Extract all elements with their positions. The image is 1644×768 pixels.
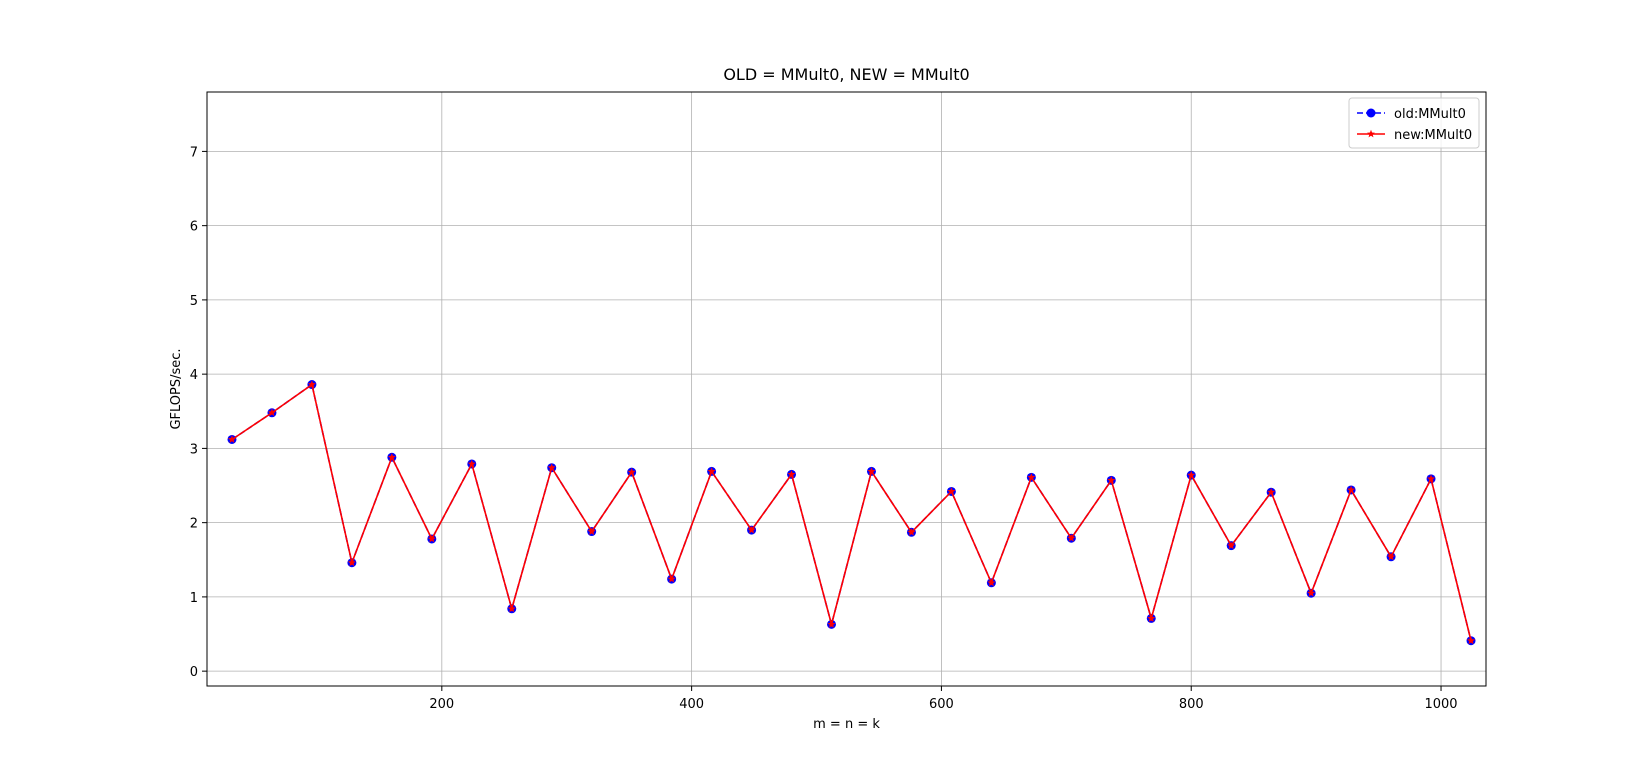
data-point — [867, 467, 876, 475]
y-tick-label: 1 — [190, 591, 198, 606]
legend-marker — [1366, 108, 1376, 118]
grid — [207, 92, 1486, 686]
data-point — [1267, 488, 1276, 496]
x-axis-label: m = n = k — [813, 717, 880, 732]
plot-frame — [206, 91, 1487, 687]
y-tick-label: 6 — [190, 220, 198, 235]
x-tick-label: 400 — [679, 697, 704, 712]
chart-title: OLD = MMult0, NEW = MMult0 — [723, 65, 969, 84]
data-point — [1467, 636, 1476, 645]
data-point — [1027, 473, 1036, 481]
legend-box — [1348, 97, 1480, 149]
data-point — [1107, 476, 1116, 484]
series-line — [231, 383, 1472, 641]
y-tick-label: 2 — [190, 517, 198, 532]
legend: old:MMult0 new:MMult0 — [1348, 97, 1480, 149]
y-tick-label: 0 — [190, 665, 198, 680]
x-tick-label: 600 — [929, 697, 954, 712]
data-point — [827, 620, 836, 628]
series-layer — [227, 380, 1476, 646]
data-point — [427, 534, 436, 543]
data-point — [267, 408, 276, 417]
data-point — [1067, 534, 1076, 542]
x-tick-label: 200 — [429, 697, 454, 712]
legend-marker — [1367, 129, 1375, 138]
data-point — [307, 380, 316, 388]
data-point — [507, 604, 516, 613]
data-point — [1347, 485, 1356, 494]
data-point — [347, 558, 356, 567]
y-tick-label: 3 — [190, 442, 198, 457]
data-point — [1227, 541, 1236, 550]
legend-label: old:MMult0 — [1394, 107, 1466, 122]
data-point — [627, 467, 636, 476]
data-point — [907, 528, 916, 536]
data-point — [227, 435, 236, 443]
ticks: 200 400 600 800 1000 0 1 2 3 4 5 6 7 — [190, 145, 1458, 712]
data-point — [1427, 474, 1436, 483]
data-point — [1387, 552, 1396, 561]
series-new-mmult0 — [227, 380, 1476, 645]
data-point — [387, 453, 396, 461]
data-point — [467, 459, 476, 468]
data-point — [987, 578, 996, 587]
data-point — [1307, 588, 1316, 597]
data-point — [787, 470, 796, 478]
x-tick-label: 800 — [1179, 697, 1204, 712]
y-tick-label: 4 — [190, 368, 198, 383]
data-point — [707, 467, 716, 475]
data-point — [947, 487, 956, 495]
data-point — [1147, 614, 1156, 622]
data-point — [1187, 470, 1196, 479]
data-point — [547, 463, 556, 472]
data-point — [587, 527, 596, 535]
y-axis-label: GFLOPS/sec. — [169, 348, 184, 429]
data-point — [747, 525, 756, 534]
legend-label: new:MMult0 — [1394, 128, 1472, 143]
y-tick-label: 5 — [190, 294, 198, 309]
y-tick-label: 7 — [190, 145, 198, 160]
data-point — [667, 574, 676, 583]
x-tick-label: 1000 — [1424, 697, 1457, 712]
